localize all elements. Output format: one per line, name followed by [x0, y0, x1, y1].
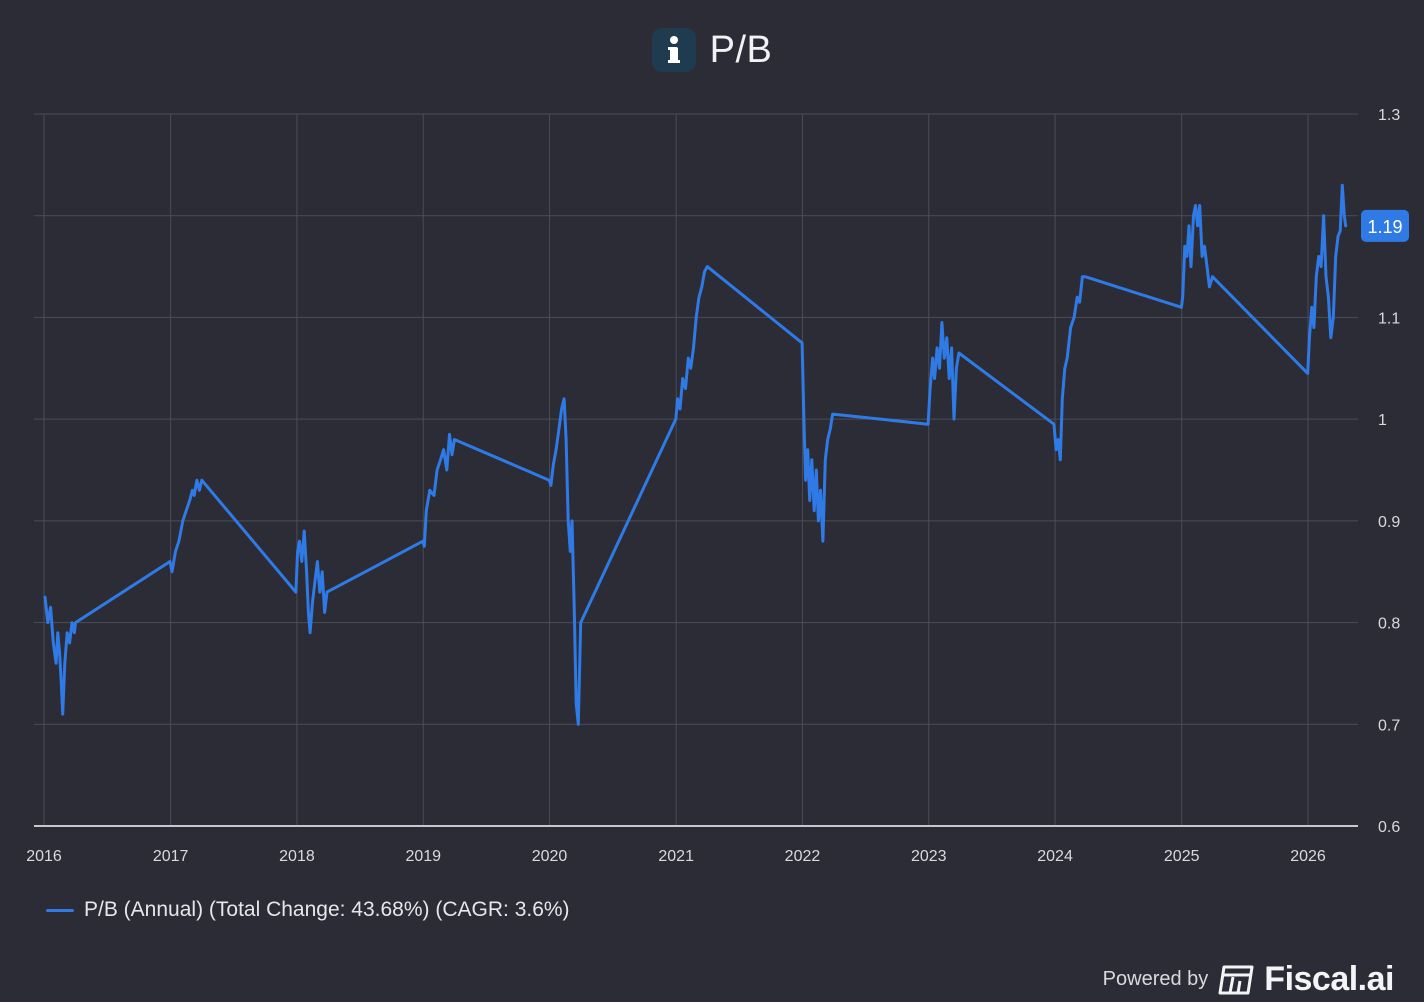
- y-tick-label: 0.6: [1378, 819, 1400, 836]
- x-tick-label: 2017: [153, 848, 189, 865]
- series-line: [43, 183, 1348, 726]
- tick-labels: 0.60.70.80.911.11.21.3201620172018201920…: [26, 107, 1409, 865]
- x-tick-label: 2019: [405, 848, 441, 865]
- x-tick-label: 2018: [279, 848, 315, 865]
- grid: [34, 113, 1358, 826]
- powered-by[interactable]: Powered by Fiscal.ai: [1102, 960, 1395, 999]
- x-tick-label: 2023: [911, 848, 947, 865]
- y-tick-label: 0.8: [1378, 616, 1400, 633]
- powered-by-label: Powered by: [1102, 968, 1209, 990]
- x-tick-label: 2016: [26, 848, 62, 865]
- y-tick-label: 1.1: [1378, 310, 1400, 327]
- x-tick-label: 2024: [1037, 848, 1073, 865]
- fiscal-logo-icon: [1218, 965, 1254, 994]
- x-tick-label: 2020: [532, 848, 568, 865]
- info-glyph: [667, 36, 680, 63]
- info-icon[interactable]: [651, 28, 696, 72]
- x-tick-label: 2021: [658, 848, 694, 865]
- y-tick-label: 0.9: [1378, 514, 1400, 531]
- series-layer: [43, 183, 1348, 726]
- brand-name: Fiscal.ai: [1264, 960, 1394, 998]
- legend[interactable]: P/B (Annual) (Total Change: 43.68%) (CAG…: [46, 898, 570, 922]
- x-tick-label: 2025: [1164, 848, 1200, 865]
- last-value-badge: [1361, 209, 1409, 242]
- y-tick-label: 0.7: [1378, 717, 1400, 734]
- legend-swatch: [46, 908, 74, 912]
- x-tick-label: 2026: [1290, 848, 1326, 865]
- y-tick-label: 1: [1378, 412, 1387, 429]
- chart-title: P/B: [709, 28, 773, 71]
- legend-label: P/B (Annual) (Total Change: 43.68%) (CAG…: [84, 898, 570, 921]
- pb-line-chart: 0.60.70.80.911.11.21.3201620172018201920…: [26, 107, 1409, 865]
- x-tick-label: 2022: [785, 848, 821, 865]
- chart-header: P/B: [0, 28, 1424, 72]
- last-value-label: 1.19: [1367, 217, 1402, 237]
- y-tick-label: 1.3: [1378, 107, 1400, 124]
